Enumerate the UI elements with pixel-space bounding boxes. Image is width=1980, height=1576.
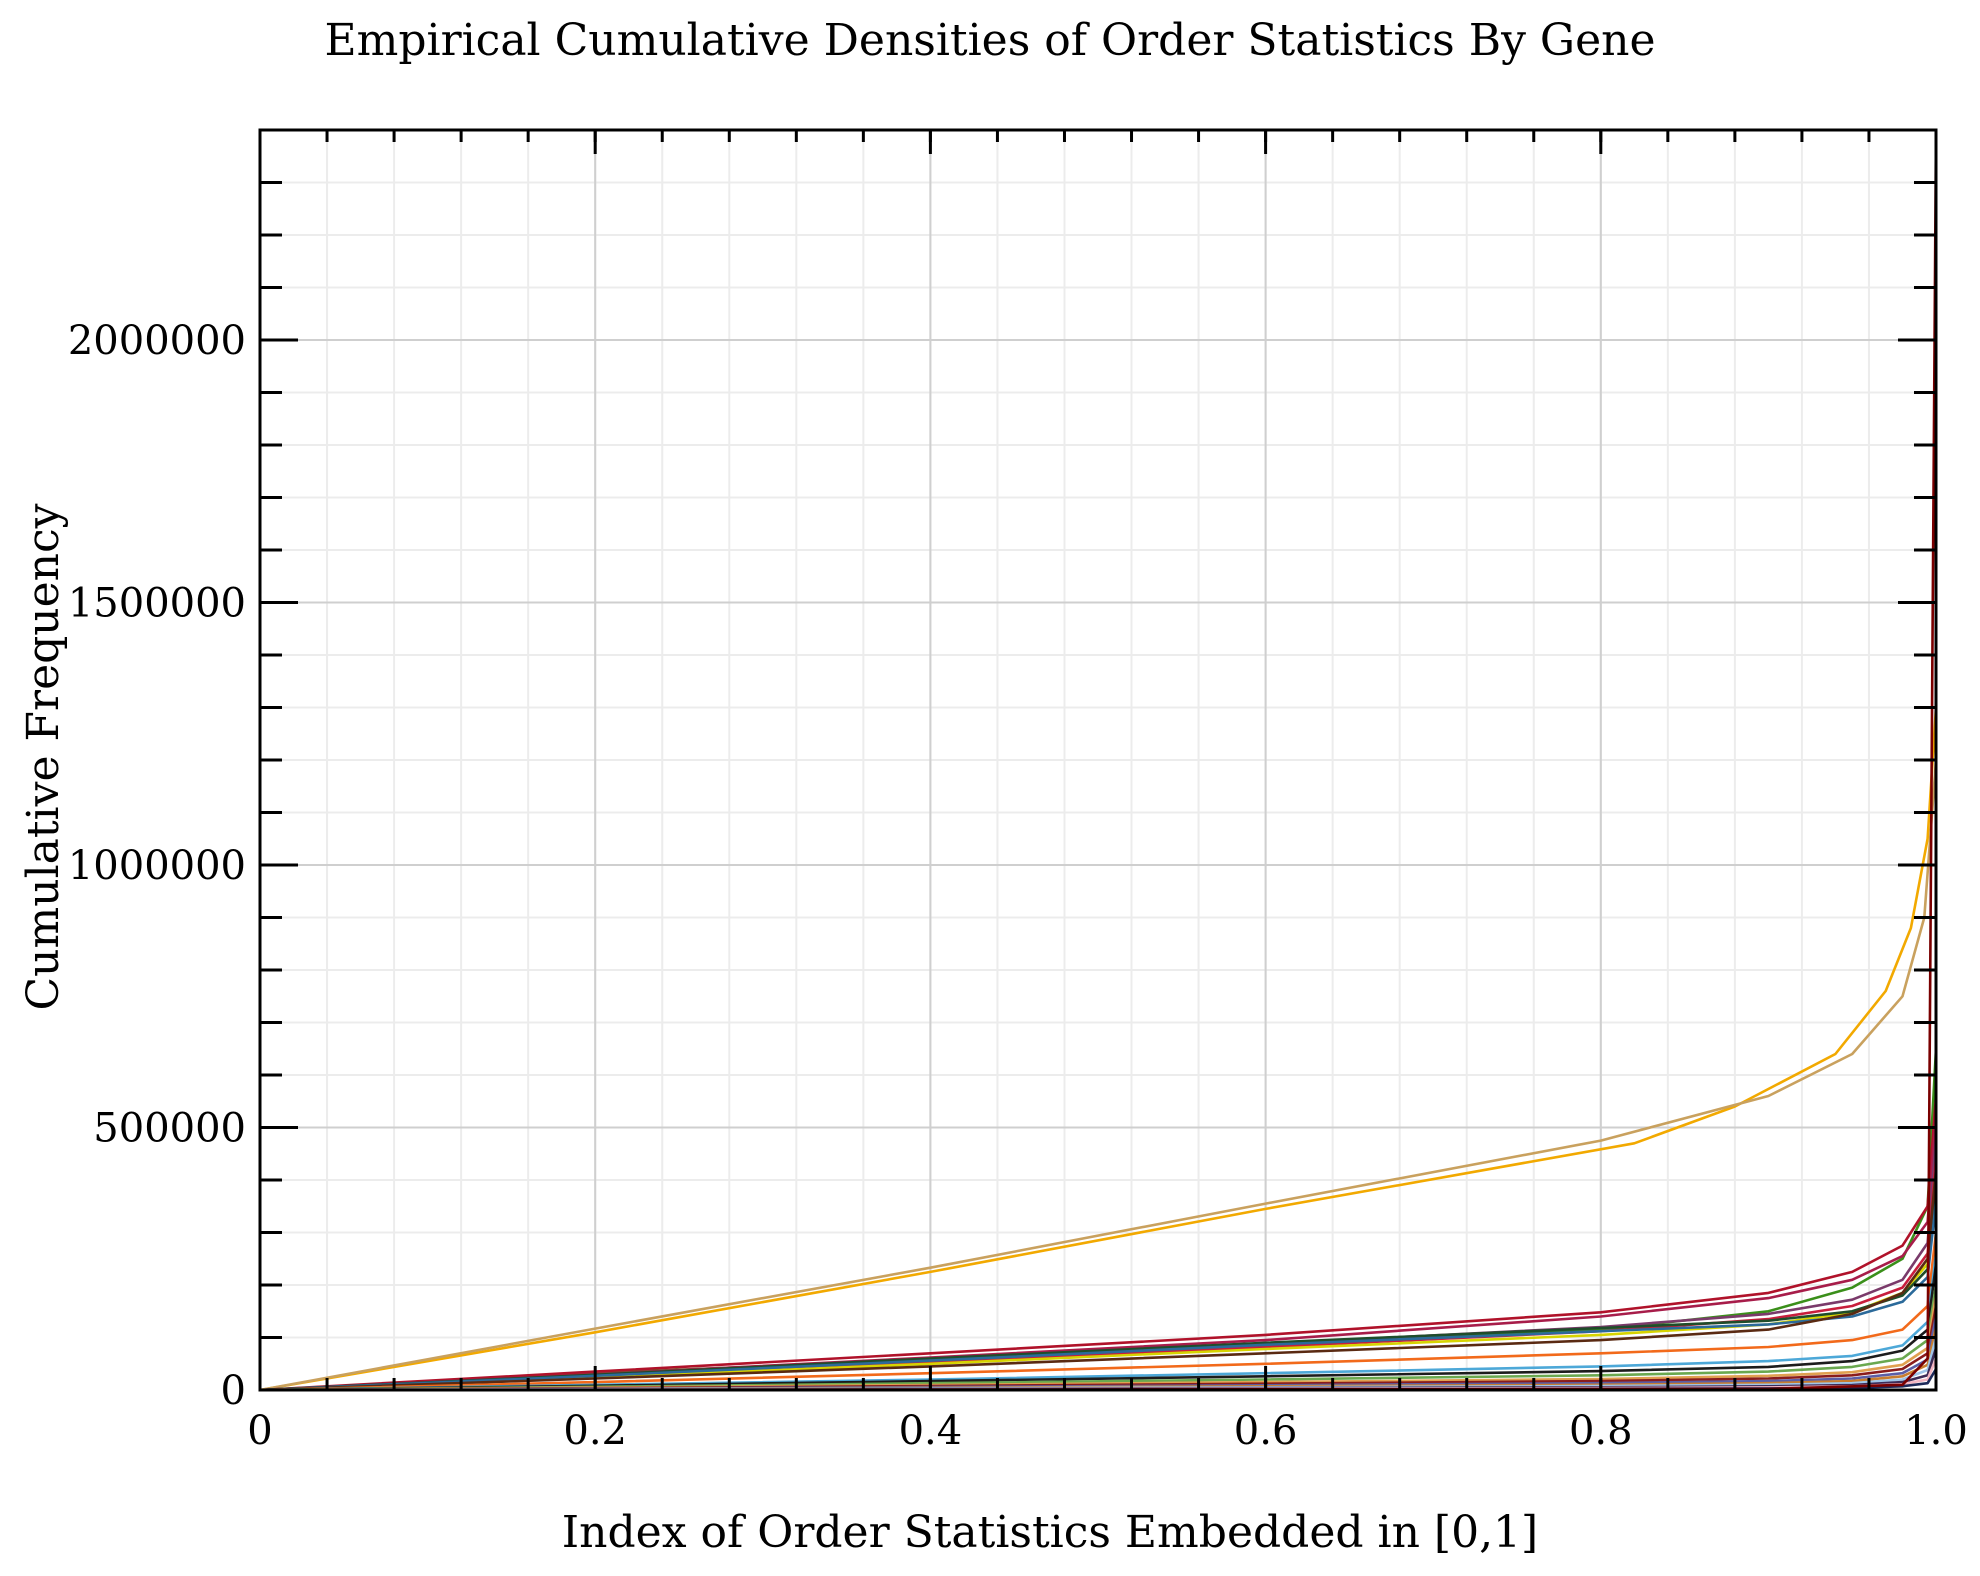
series-line-9 bbox=[258, 1189, 1938, 1392]
y-tick-label: 1500000 bbox=[68, 581, 246, 627]
series-line-14 bbox=[258, 1262, 1938, 1392]
y-axis-label: Cumulative Frequency bbox=[18, 503, 69, 1010]
tick-labels: 0 0.2 0.4 0.6 0.8 1.0 0 500000 1000000 1500000 200… bbox=[68, 318, 1968, 1454]
x-tick-label: 0.4 bbox=[899, 1408, 963, 1454]
series-line-11 bbox=[258, 1168, 1938, 1392]
x-tick-label: 0.2 bbox=[563, 1408, 627, 1454]
y-tick-label: 1000000 bbox=[68, 843, 246, 889]
series-line-1 bbox=[258, 706, 1938, 1392]
x-tick-label: 0.6 bbox=[1234, 1408, 1298, 1454]
y-tick-label: 0 bbox=[221, 1368, 246, 1414]
series-layer bbox=[258, 128, 1938, 1392]
minor-gridlines bbox=[260, 130, 1936, 1390]
series-line-10 bbox=[258, 1199, 1938, 1392]
y-tick-label: 500000 bbox=[93, 1106, 246, 1152]
series-line-4 bbox=[258, 1094, 1938, 1392]
series-line-3 bbox=[258, 1047, 1938, 1392]
x-tick-label: 0.8 bbox=[1569, 1408, 1633, 1454]
series-line-8 bbox=[258, 1178, 1938, 1392]
y-tick-label: 2000000 bbox=[68, 318, 246, 364]
x-tick-label: 1.0 bbox=[1904, 1408, 1968, 1454]
series-line-2 bbox=[258, 758, 1938, 1392]
x-tick-label: 0 bbox=[247, 1408, 272, 1454]
series-line-12 bbox=[258, 1231, 1938, 1392]
chart-title: Empirical Cumulative Densities of Order … bbox=[325, 15, 1656, 66]
axis-ticks bbox=[258, 130, 1938, 1392]
x-axis-label: Index of Order Statistics Embedded in [0… bbox=[562, 1507, 1538, 1558]
